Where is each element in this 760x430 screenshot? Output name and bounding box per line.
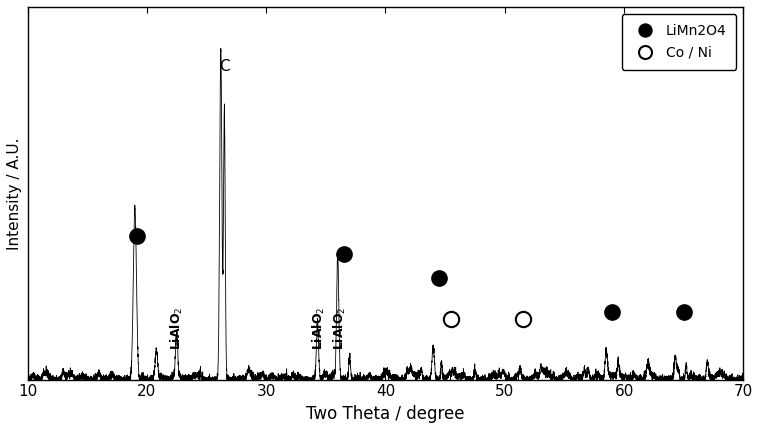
Text: LiAlO$_2$: LiAlO$_2$ — [169, 307, 185, 350]
Legend: LiMn2O4, Co / Ni: LiMn2O4, Co / Ni — [622, 14, 736, 70]
Text: C: C — [219, 59, 230, 74]
Y-axis label: Intensity / A.U.: Intensity / A.U. — [7, 137, 22, 249]
Text: LiAlO$_2$: LiAlO$_2$ — [311, 307, 327, 350]
X-axis label: Two Theta / degree: Two Theta / degree — [306, 405, 464, 423]
Text: LiAlO$_2$: LiAlO$_2$ — [332, 307, 348, 350]
